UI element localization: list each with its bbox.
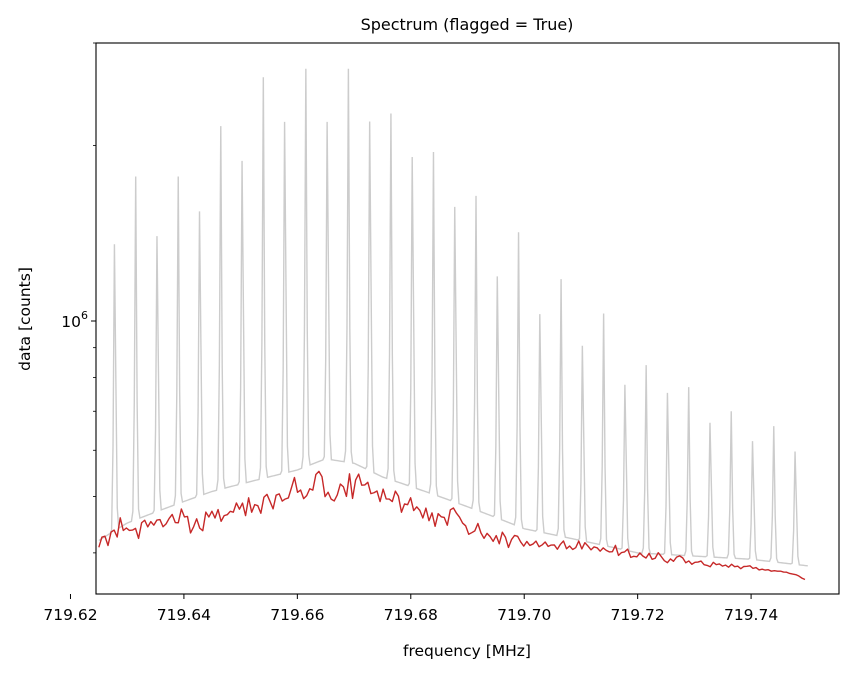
x-axis-label: frequency [MHz] (403, 642, 531, 660)
x-tick-label: 719.68 (384, 606, 438, 624)
plot-area (98, 68, 808, 581)
series-flagged-line (98, 470, 806, 581)
x-tick-label: 719.74 (724, 606, 778, 624)
y-axis-ticks: 106 (61, 42, 96, 554)
series-all-channels-line (98, 68, 808, 567)
x-tick-label: 719.72 (611, 606, 665, 624)
y-major-tick-label: 106 (61, 309, 88, 331)
x-tick-label: 719.66 (270, 606, 324, 624)
x-tick-label: 719.64 (157, 606, 211, 624)
axes-frame (95, 42, 840, 595)
x-tick-label: 719.62 (43, 606, 97, 624)
y-axis-label: data [counts] (16, 267, 34, 371)
x-axis-ticks: 719.62 719.64 719.66 719.68 719.70 719.72 719.… (43, 594, 778, 624)
chart-title: Spectrum (flagged = True) (361, 15, 574, 34)
x-tick-label: 719.70 (497, 606, 551, 624)
